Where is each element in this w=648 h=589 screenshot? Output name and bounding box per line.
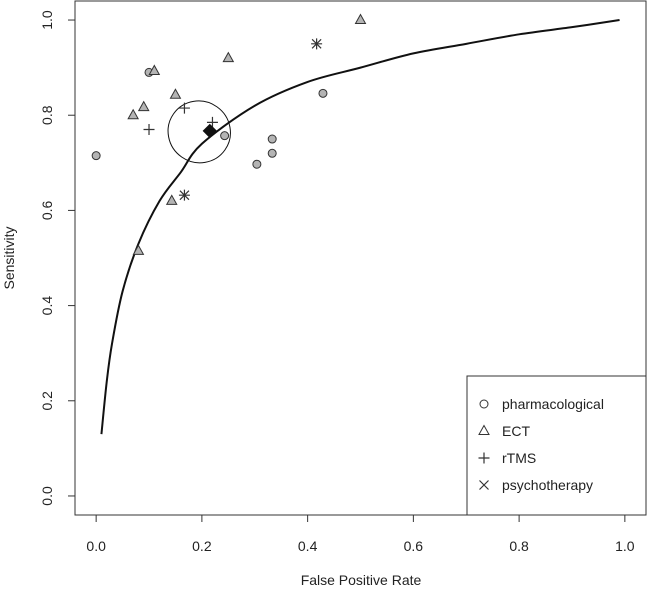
legend-label: pharmacological xyxy=(502,396,604,412)
x-tick-label: 0.0 xyxy=(86,538,106,554)
data-point-pharmacological xyxy=(91,151,101,161)
y-tick-label: 1.0 xyxy=(39,10,55,30)
y-tick-label: 0.4 xyxy=(39,296,55,316)
triangle-marker xyxy=(132,244,145,255)
y-tick-label: 0.8 xyxy=(39,105,55,125)
data-point-pharmacological xyxy=(267,148,277,158)
data-point-ect xyxy=(127,108,140,120)
legend: pharmacological ECT rTMS psychotherapy xyxy=(466,375,647,516)
data-point-ect xyxy=(354,13,367,25)
data-point-ect xyxy=(148,64,161,75)
triangle-marker xyxy=(137,100,150,112)
study-points-layer xyxy=(91,13,367,255)
y-axis-label: Sensitivity xyxy=(1,226,17,289)
legend-label: ECT xyxy=(502,423,530,439)
data-point-ect xyxy=(222,51,235,63)
legend-label: rTMS xyxy=(502,450,536,466)
cross-marker xyxy=(311,38,322,49)
legend-triangle-icon xyxy=(478,424,490,435)
legend-item-ect: ECT xyxy=(478,423,530,439)
triangle-marker xyxy=(222,51,235,63)
triangle-marker xyxy=(127,108,140,120)
x-tick-label: 0.4 xyxy=(298,538,318,554)
y-axis: 0.0 0.2 0.4 0.6 0.8 1.0 xyxy=(39,10,75,506)
data-point-psychotherapy xyxy=(311,38,323,50)
plot-frame xyxy=(74,0,647,516)
legend-item-psychotherapy: psychotherapy xyxy=(479,477,593,493)
confidence-region-layer xyxy=(167,100,231,164)
sroc-curve-layer xyxy=(100,19,620,435)
data-point-psychotherapy xyxy=(178,189,190,201)
circle-marker xyxy=(91,151,101,161)
triangle-marker xyxy=(354,13,367,25)
data-point-ect xyxy=(165,194,178,205)
triangle-marker xyxy=(165,194,178,205)
data-point-pharmacological xyxy=(267,134,277,144)
cross-marker xyxy=(179,190,190,201)
data-point-ect xyxy=(169,88,182,99)
x-tick-label: 0.8 xyxy=(509,538,529,554)
circle-marker xyxy=(220,131,230,141)
confidence-ellipse xyxy=(167,100,231,164)
data-point-pharmacological xyxy=(252,159,262,169)
legend-item-pharmacological: pharmacological xyxy=(479,396,604,412)
legend-circle-icon xyxy=(479,399,489,409)
y-tick-label: 0.2 xyxy=(39,391,55,411)
summary-point xyxy=(202,123,218,139)
x-tick-label: 0.6 xyxy=(404,538,424,554)
x-tick-label: 0.2 xyxy=(192,538,212,554)
x-axis: 0.0 0.2 0.4 0.6 0.8 1.0 xyxy=(86,515,635,554)
plus-marker xyxy=(178,102,190,114)
y-tick-label: 0.6 xyxy=(39,200,55,220)
legend-box xyxy=(466,375,647,516)
legend-cross-icon xyxy=(479,480,489,490)
data-point-rtms xyxy=(143,124,155,135)
circle-marker xyxy=(267,148,277,158)
circle-marker xyxy=(267,134,277,144)
triangle-marker xyxy=(148,64,161,75)
data-point-pharmacological xyxy=(220,131,230,141)
sroc-curve xyxy=(100,19,620,435)
summary-point-layer xyxy=(202,123,218,139)
circle-marker xyxy=(318,88,328,98)
data-point-rtms xyxy=(178,102,190,114)
data-point-ect xyxy=(132,244,145,255)
data-point-ect xyxy=(137,100,150,112)
plus-marker xyxy=(206,116,218,128)
legend-item-rtms: rTMS xyxy=(478,450,536,466)
x-tick-label: 1.0 xyxy=(615,538,635,554)
triangle-marker xyxy=(169,88,182,99)
circle-marker xyxy=(252,159,262,169)
x-axis-label: False Positive Rate xyxy=(301,572,422,588)
legend-label: psychotherapy xyxy=(502,477,593,493)
data-point-rtms xyxy=(206,116,218,128)
legend-plus-icon xyxy=(478,452,490,464)
data-point-pharmacological xyxy=(318,88,328,98)
y-tick-label: 0.0 xyxy=(39,486,55,506)
plus-marker xyxy=(143,124,155,135)
